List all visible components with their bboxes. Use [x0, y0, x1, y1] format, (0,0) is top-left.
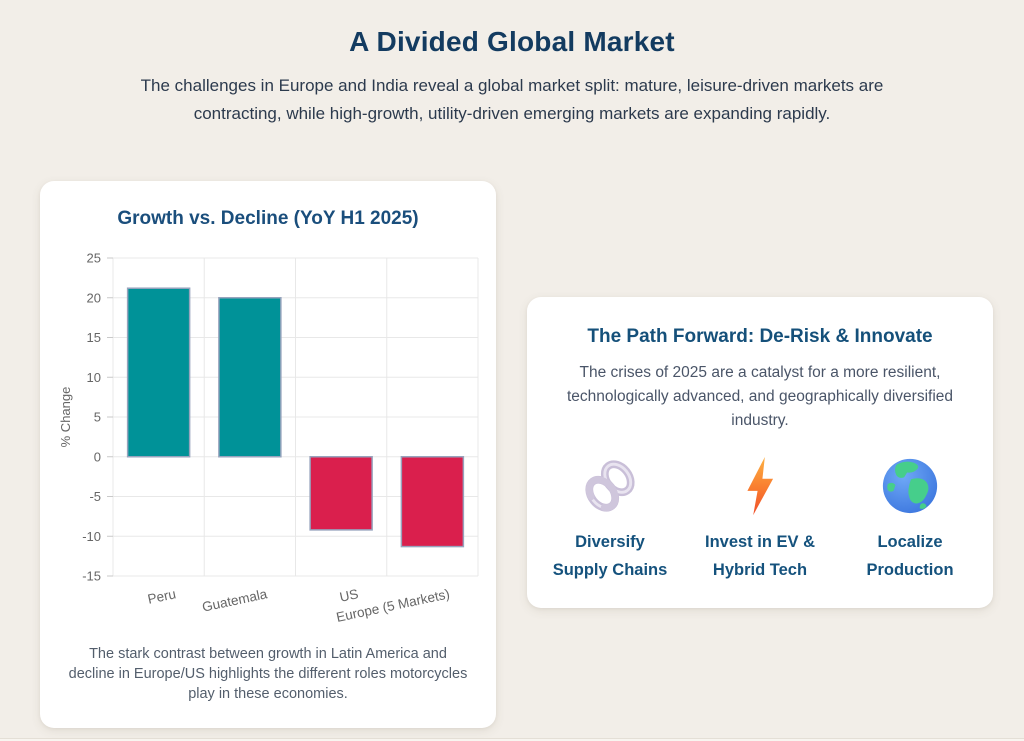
item-diversify-supply-chains: Diversify Supply Chains [535, 455, 685, 584]
item-localize-production: Localize Production [835, 455, 985, 584]
globe-icon [882, 458, 938, 514]
header: A Divided Global Market The challenges i… [0, 26, 1024, 128]
bar-europe-5-markets [400, 456, 465, 548]
svg-text:% Change: % Change [58, 387, 73, 448]
svg-text:US: US [338, 586, 359, 605]
path-forward-body: The crises of 2025 are a catalyst for a … [566, 364, 954, 429]
chart-card: Growth vs. Decline (YoY H1 2025) 25 20 15 1… [40, 181, 496, 728]
lightning-bolt-icon [747, 456, 774, 516]
chart-caption: The stark contrast between growth in Lat… [68, 646, 468, 702]
page-subtitle: The challenges in Europe and India revea… [140, 76, 884, 123]
chain-link-icon [585, 460, 635, 512]
path-forward-items: Diversify Supply Chains I [527, 455, 993, 584]
chart-title: Growth vs. Decline (YoY H1 2025) [117, 208, 419, 229]
bar-guatemala [218, 297, 282, 458]
svg-text:Peru: Peru [146, 586, 177, 607]
bar-us [309, 456, 373, 531]
svg-text:-15: -15 [82, 569, 101, 584]
svg-text:-10: -10 [82, 529, 101, 544]
path-forward-title: The Path Forward: De-Risk & Innovate [587, 326, 933, 347]
svg-text:-5: -5 [89, 489, 101, 504]
svg-text:Guatemala: Guatemala [201, 586, 269, 615]
item-label: Localize Production [866, 533, 954, 579]
svg-text:5: 5 [94, 410, 101, 425]
svg-text:20: 20 [87, 290, 101, 305]
item-invest-ev-hybrid: Invest in EV & Hybrid Tech [685, 455, 835, 584]
bottom-divider [0, 738, 1024, 741]
item-label: Invest in EV & Hybrid Tech [704, 533, 816, 579]
bar-peru [126, 287, 191, 458]
svg-text:10: 10 [87, 370, 101, 385]
svg-text:25: 25 [87, 251, 101, 266]
path-forward-card: The Path Forward: De-Risk & Innovate The… [527, 297, 993, 608]
svg-text:0: 0 [94, 449, 101, 464]
item-label: Diversify Supply Chains [552, 533, 668, 579]
page-title: A Divided Global Market [349, 26, 675, 57]
svg-text:15: 15 [87, 330, 101, 345]
